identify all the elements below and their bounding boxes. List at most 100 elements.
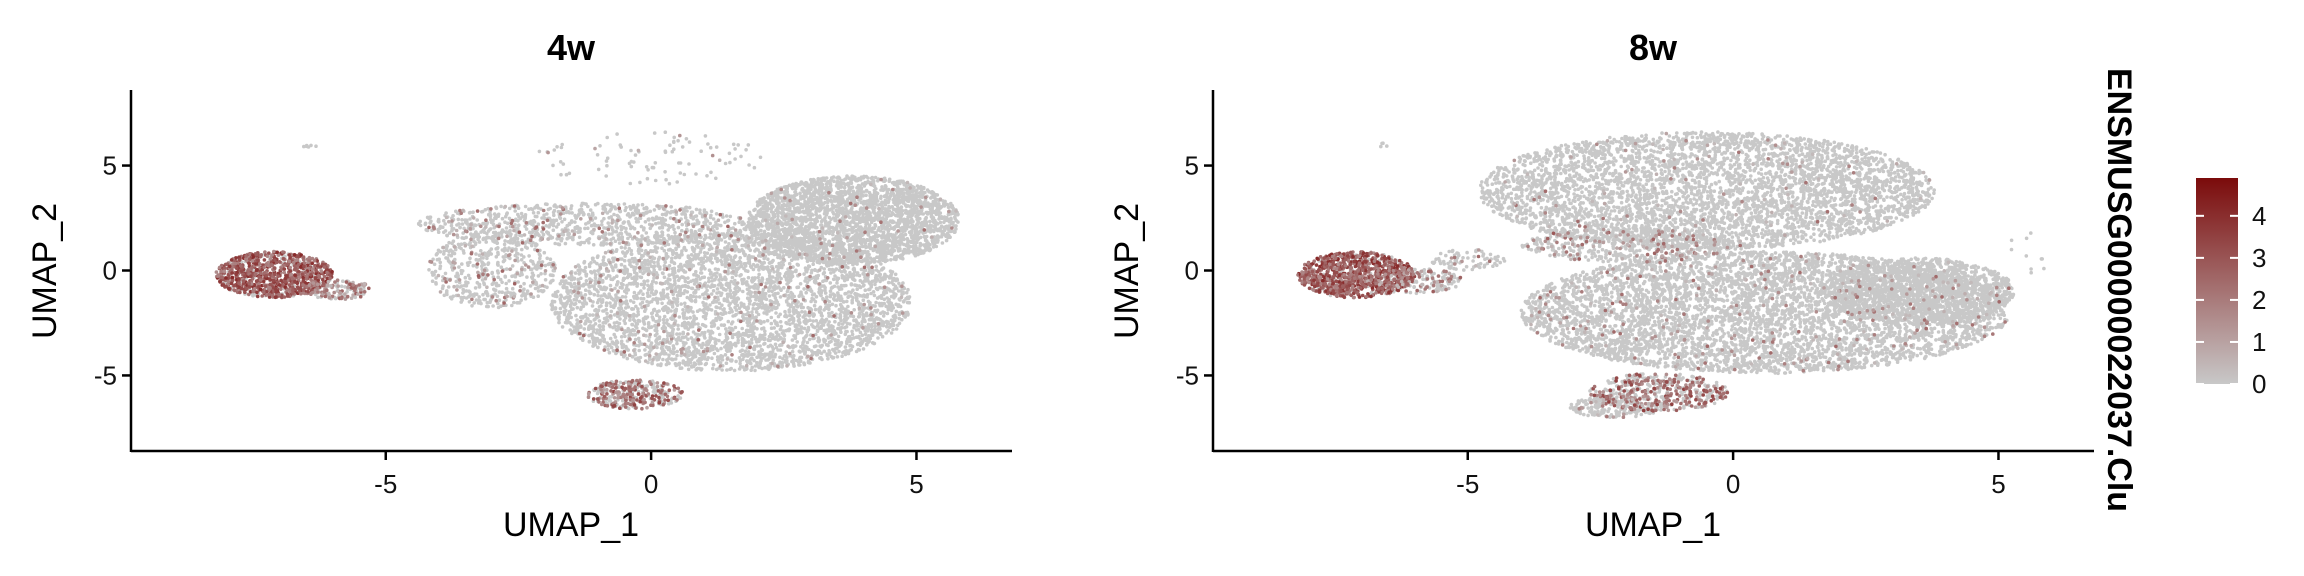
cell-point <box>776 195 781 199</box>
cell-point <box>791 182 795 187</box>
cell-point <box>864 227 868 231</box>
cell-point <box>629 252 634 256</box>
cell-point <box>836 200 841 205</box>
cell-point <box>733 254 738 258</box>
cell-point <box>577 272 581 276</box>
cell-point <box>792 196 796 200</box>
cell-point <box>608 301 612 305</box>
cell-point <box>646 303 650 308</box>
cell-point <box>873 211 877 215</box>
cell-point <box>839 228 844 232</box>
cell-point <box>621 283 625 287</box>
cell-point <box>849 237 854 241</box>
cell-point <box>885 224 890 228</box>
cell-point <box>944 238 949 243</box>
cell-point <box>759 207 764 211</box>
cell-point <box>833 236 837 241</box>
cell-point <box>675 341 679 346</box>
cell-point <box>934 203 938 207</box>
cell-point <box>903 232 908 237</box>
cell-point <box>740 326 744 331</box>
cell-point <box>689 279 693 284</box>
cell-point <box>926 224 930 229</box>
cell-point <box>842 178 846 182</box>
cell-point <box>717 316 722 320</box>
cell-point <box>709 348 714 352</box>
cell-point <box>900 225 905 230</box>
cell-point <box>775 187 780 192</box>
scatter-points <box>214 130 960 411</box>
cell-point <box>792 206 797 211</box>
cell-point <box>916 247 921 252</box>
cell-point <box>842 234 846 239</box>
cell-point <box>867 252 871 257</box>
cell-point <box>602 255 606 259</box>
cell-point <box>612 321 617 325</box>
cell-point <box>683 325 687 330</box>
cell-point <box>822 186 826 190</box>
cell-point <box>651 308 656 312</box>
cell-point <box>817 339 821 344</box>
cell-point <box>762 196 766 200</box>
cell-point <box>843 182 847 187</box>
cell-point <box>857 214 861 218</box>
cell-point <box>940 241 945 245</box>
cell-point <box>875 255 879 259</box>
cell-point <box>793 227 798 232</box>
cell-point <box>824 230 829 235</box>
cell-point <box>667 323 671 328</box>
cell-point <box>909 229 914 233</box>
cell-point <box>907 251 911 255</box>
cell-point <box>780 212 784 216</box>
cell-point <box>892 227 896 231</box>
cell-point <box>583 288 588 293</box>
cell-point <box>794 231 799 236</box>
cell-point <box>888 194 892 199</box>
cell-point <box>920 220 925 225</box>
cell-point <box>711 366 715 371</box>
cell-point <box>830 310 834 315</box>
cell-point <box>633 337 638 342</box>
cell-point <box>705 242 709 246</box>
cell-point <box>813 218 817 223</box>
cell-point <box>851 174 855 179</box>
cell-point <box>878 327 882 331</box>
cell-point <box>665 292 670 297</box>
cell-point <box>855 236 859 240</box>
cell-point <box>839 184 843 188</box>
cell-point <box>732 293 737 297</box>
cell-point <box>714 316 718 321</box>
cell-point <box>750 310 754 314</box>
cell-point <box>665 318 669 322</box>
cell-point <box>800 220 805 224</box>
cell-point <box>879 194 883 199</box>
cell-point <box>813 225 818 230</box>
cell-point <box>896 289 901 293</box>
cell-point <box>814 189 818 193</box>
cell-point <box>925 188 930 192</box>
cell-point <box>840 354 844 359</box>
cell-point <box>870 226 875 230</box>
cell-point <box>928 247 933 252</box>
cell-point <box>800 310 804 314</box>
cell-point <box>733 325 738 330</box>
cell-point <box>801 209 806 214</box>
cell-point <box>652 256 657 261</box>
cell-point <box>863 241 868 246</box>
cell-point <box>928 230 933 234</box>
cell-point <box>853 224 858 229</box>
cell-point <box>788 223 793 227</box>
cell-point <box>843 269 847 274</box>
cell-point <box>873 175 878 180</box>
cell-point <box>778 320 783 324</box>
cell-point <box>823 200 827 205</box>
cell-point <box>710 356 714 361</box>
cell-point <box>722 307 726 311</box>
cell-point <box>922 250 926 255</box>
cell-point <box>889 213 893 217</box>
cell-point <box>832 294 837 298</box>
cell-point <box>877 217 882 221</box>
cell-point <box>850 185 855 189</box>
cell-point <box>910 213 914 217</box>
